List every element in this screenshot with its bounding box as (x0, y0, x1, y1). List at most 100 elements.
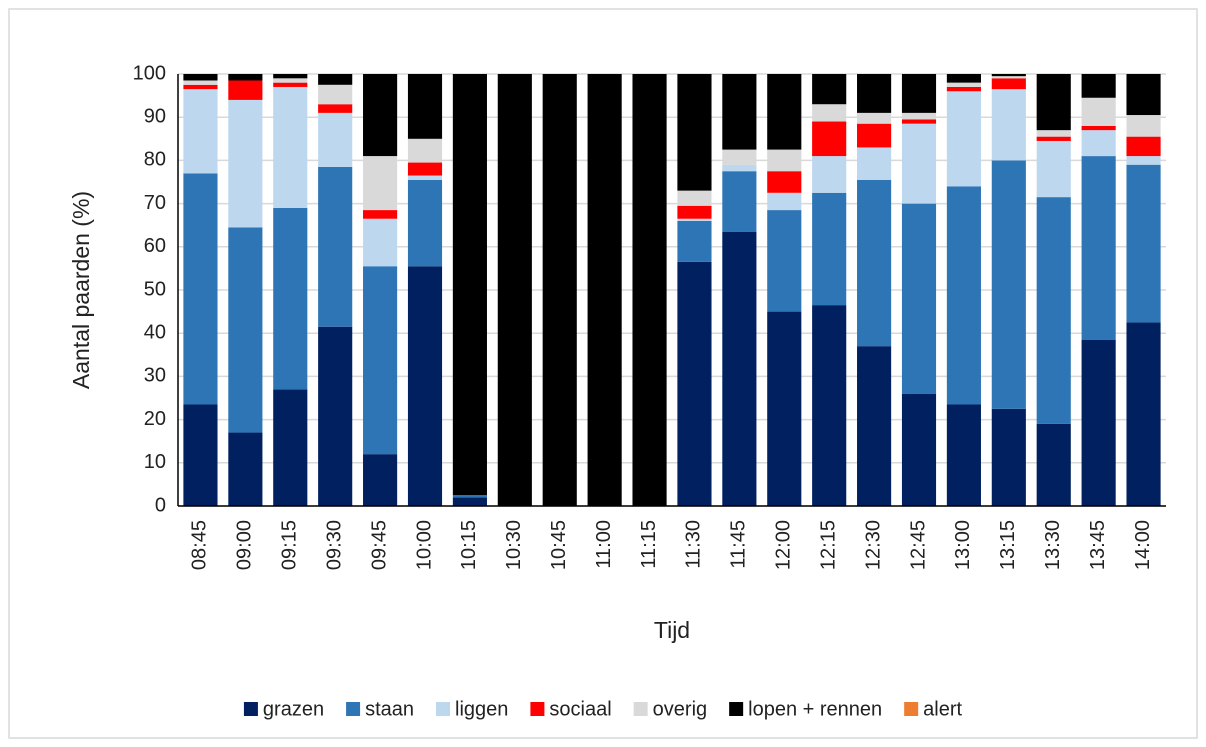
bar-segment (228, 99, 263, 228)
bar-segment (901, 203, 937, 394)
bar-segment (183, 80, 218, 85)
bar-segment (767, 149, 802, 172)
bar-segment (767, 311, 802, 506)
y-tick-label: 0 (155, 494, 166, 516)
bar-segment (767, 171, 802, 193)
bar-segment (991, 76, 1026, 79)
x-tick-label: 13:30 (1042, 520, 1064, 570)
bar-segment (273, 82, 308, 87)
bar-segment (857, 74, 892, 113)
bar-segment (1126, 115, 1161, 137)
y-tick-label: 40 (144, 321, 166, 343)
bar-segment (722, 74, 757, 150)
bar-segment (363, 74, 398, 157)
x-tick-label: 09:00 (234, 520, 256, 570)
bar-segment (812, 305, 847, 506)
bar-segment (722, 231, 757, 506)
x-tick-label: 10:30 (503, 520, 525, 570)
bar-segment (677, 205, 712, 219)
bar-segment (677, 220, 712, 262)
bar-segment (452, 495, 487, 498)
bar-segment (1036, 74, 1071, 131)
bar-segment (767, 210, 802, 312)
bar-segment (812, 121, 847, 157)
legend-swatch (346, 702, 361, 716)
bar-segment (1081, 130, 1116, 157)
bar-segment (722, 171, 757, 232)
x-tick-label: 10:00 (413, 520, 435, 570)
x-tick-label: 12:45 (907, 520, 929, 570)
y-tick-label: 70 (144, 192, 166, 214)
bar-segment (946, 74, 981, 83)
bar-segment (452, 74, 487, 496)
bar-segment (318, 84, 353, 105)
bar-segment (318, 112, 353, 167)
x-axis-title: Tijd (654, 617, 690, 643)
bar-segment (1081, 97, 1116, 126)
bar-segment (497, 74, 532, 506)
legend-swatch (904, 702, 919, 716)
y-tick-label: 100 (133, 62, 166, 84)
bar-segment (1126, 164, 1161, 323)
y-tick-label: 90 (144, 105, 166, 127)
bar-segment (363, 266, 398, 455)
legend-swatch (729, 702, 744, 716)
bar-segment (946, 404, 981, 506)
bar-segment (183, 404, 218, 506)
bar-segment (273, 78, 308, 83)
bar-segment (363, 454, 398, 506)
x-tick-label: 09:45 (368, 520, 390, 570)
x-tick-label: 08:45 (189, 520, 211, 570)
legend-label: liggen (455, 698, 508, 720)
legend-swatch (633, 702, 648, 716)
bar-segment (812, 156, 847, 193)
x-tick-label: 13:00 (952, 520, 974, 570)
bar-segment (273, 389, 308, 506)
bar-segment (857, 179, 892, 347)
bar-segment (228, 227, 263, 433)
legend-swatch (530, 702, 545, 716)
bar-segment (363, 210, 398, 219)
bar-segment (1081, 339, 1116, 506)
bar-segment (407, 138, 443, 163)
bar-segment (183, 84, 218, 90)
bar-segment (1036, 140, 1071, 198)
x-tick-label: 11:45 (728, 520, 750, 569)
legend-swatch (436, 702, 451, 716)
legend-label: alert (923, 698, 962, 720)
bar-segment (857, 147, 892, 180)
bar-segment (991, 78, 1026, 90)
bar-segment (407, 179, 443, 267)
x-tick-label: 12:30 (862, 520, 884, 570)
bar-segment (452, 497, 487, 506)
legend-label: grazen (263, 698, 324, 720)
legend-swatch (243, 702, 258, 716)
bar-segment (677, 218, 712, 221)
y-tick-label: 50 (144, 278, 166, 300)
bar-segment (407, 175, 443, 180)
legend-label: lopen + rennen (748, 698, 882, 720)
x-tick-label: 13:45 (1087, 520, 1109, 570)
bar-segment (632, 74, 667, 506)
bar-segment (901, 112, 937, 120)
bar-segment (901, 393, 937, 506)
bar-segment (363, 156, 398, 211)
bar-segment (722, 149, 757, 165)
x-tick-label: 10:45 (548, 520, 570, 570)
bar-segment (1036, 423, 1071, 506)
bar-segment (1126, 322, 1161, 506)
bar-segment (1126, 136, 1161, 157)
x-tick-label: 12:00 (773, 520, 795, 570)
bar-segment (318, 104, 353, 113)
bar-segment (273, 74, 308, 79)
legend-label: overig (653, 698, 707, 720)
legend-label: staan (365, 698, 414, 720)
x-tick-label: 14:00 (1132, 520, 1154, 570)
bar-segment (991, 74, 1026, 77)
bar-segment (946, 91, 981, 187)
bar-segment (901, 123, 937, 204)
bar-segment (183, 173, 218, 405)
x-tick-label: 11:15 (638, 520, 660, 569)
bar-segment (407, 162, 443, 176)
